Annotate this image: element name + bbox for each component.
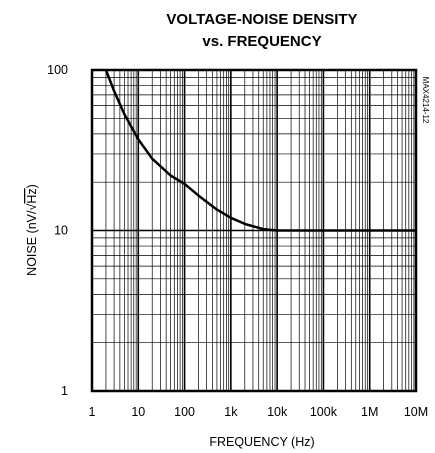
noise-series-line [104, 69, 416, 232]
x-tick-label: 10 [131, 405, 145, 419]
y-tick-label: 1 [61, 384, 68, 398]
y-axis-label-radicand: Hz [25, 188, 39, 203]
x-tick-label: 100k [310, 405, 338, 419]
y-tick-labels: 1 10 100 [47, 63, 68, 398]
x-tick-labels: 1 10 100 1k 10k 100k 1M 10M [89, 405, 429, 419]
sqrt-symbol: √ [25, 204, 39, 211]
x-tick-label: 10M [404, 405, 428, 419]
chart-title-line2: vs. FREQUENCY [202, 33, 321, 50]
x-tick-label: 1M [361, 405, 378, 419]
part-number-label: MAX4214-12 [421, 77, 430, 124]
y-axis-label-suffix: ) [25, 184, 39, 188]
x-axis-label: FREQUENCY (Hz) [209, 435, 314, 449]
chart-title-line1: VOLTAGE-NOISE DENSITY [166, 11, 357, 28]
y-tick-label: 10 [54, 224, 68, 238]
series-layer [104, 69, 416, 232]
y-tick-label: 100 [47, 63, 68, 77]
y-axis-label-prefix: NOISE (nV/ [25, 210, 39, 276]
x-tick-label: 10k [267, 405, 288, 419]
svg-text:NOISE (nV/√Hz): NOISE (nV/√Hz) [25, 184, 39, 276]
x-tick-label: 1 [89, 405, 96, 419]
y-axis-label: NOISE (nV/√Hz) [25, 184, 39, 276]
x-tick-label: 1k [224, 405, 238, 419]
x-tick-label: 100 [174, 405, 195, 419]
